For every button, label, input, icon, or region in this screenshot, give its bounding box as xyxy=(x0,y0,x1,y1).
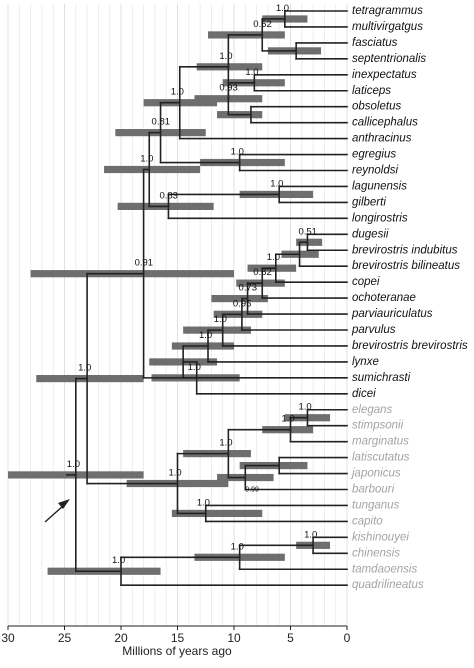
tip-reynoldsi: reynoldsi xyxy=(352,165,398,177)
tip-kishinouyei: kishinouyei xyxy=(352,531,409,543)
tip-septentrionalis: septentrionalis xyxy=(352,53,426,65)
support-n_newworld: 1.0 xyxy=(78,363,91,374)
support-n_grpA1: 1.0 xyxy=(219,51,232,62)
support-n_brev2: 1.0 xyxy=(267,252,280,263)
tip-capito: capito xyxy=(352,515,383,527)
tick-label: 30 xyxy=(1,631,15,645)
tip-inexpectatus: inexpectatus xyxy=(352,69,417,81)
tip-brevirostris-bilineatus: brevirostris bilineatus xyxy=(352,260,460,272)
hpd-bar-n_brev4 xyxy=(211,294,268,303)
tip-brevirostris-brevirostris: brevirostris brevirostris xyxy=(352,340,468,352)
support-n_il_oc: 0.93 xyxy=(219,83,238,94)
tip-chinensis: chinensis xyxy=(352,547,400,559)
tip-longirostris: longirostris xyxy=(352,212,408,224)
support-n_north: 1.0 xyxy=(140,154,153,165)
tick-label: 10 xyxy=(227,631,241,645)
support-n_brev3: 0.82 xyxy=(253,267,272,278)
support-n_americas: 0.91 xyxy=(135,258,154,269)
support-n_tun_cap: 1.0 xyxy=(197,497,210,508)
support-n_ljb: 0.99 xyxy=(245,487,259,494)
support-values: 1.00.521.00.931.01.01.00.811.00.831.00.5… xyxy=(67,3,318,566)
tip-callicephalus: callicephalus xyxy=(352,117,418,129)
tip-parviauriculatus: parviauriculatus xyxy=(351,308,433,320)
support-n_central: 1.0 xyxy=(188,362,201,373)
support-n_esm: 1.0 xyxy=(282,414,295,425)
tip-brevirostris-indubitus: brevirostris indubitus xyxy=(352,244,458,256)
hpd-bar-n_tun_cap xyxy=(171,509,263,518)
tip-elegans: elegans xyxy=(352,404,393,416)
tip-tamdaoensis: tamdaoensis xyxy=(352,563,417,575)
support-n_brev7: 1.0 xyxy=(199,330,212,341)
tip-sumichrasti: sumichrasti xyxy=(352,372,411,384)
root-arrow-icon xyxy=(44,505,64,523)
hpd-bar-n_newworld xyxy=(36,375,144,383)
tip-dugesii: dugesii xyxy=(352,228,389,240)
support-n_egr_rey: 1.0 xyxy=(231,147,244,158)
support-n_lag_gil: 1.0 xyxy=(270,178,283,189)
support-n_kis_chi: 1.0 xyxy=(304,529,317,540)
tip-latiscutatus: latiscutatus xyxy=(352,452,410,464)
tip-marginatus: marginatus xyxy=(352,436,409,448)
tip-multivirgatgus: multivirgatgus xyxy=(352,21,423,33)
tip-fasciatus: fasciatus xyxy=(352,37,398,49)
support-n_brev6: 1.0 xyxy=(214,314,227,325)
hpd-bar-n_egr_rey xyxy=(200,158,285,167)
tip-obsoletus: obsoletus xyxy=(352,101,401,113)
support-n_dug_ind: 0.51 xyxy=(298,226,317,237)
time-axis: 30 25 20 15 10 5 0 xyxy=(1,625,351,645)
tip-labels: tetragrammus multivirgatgus fasciatus septe… xyxy=(350,5,468,591)
tip-japonicus: japonicus xyxy=(350,468,401,480)
tip-dicei: dicei xyxy=(352,388,376,400)
tip-lynxe: lynxe xyxy=(352,356,379,368)
support-n_tet_mul: 1.0 xyxy=(276,3,289,14)
tick-label: 15 xyxy=(171,631,185,645)
support-n_grpB: 0.81 xyxy=(152,117,171,128)
support-n_grpA: 1.0 xyxy=(171,87,184,98)
support-n_root: 1.0 xyxy=(67,459,80,470)
support-n_tm_fs: 0.52 xyxy=(253,19,272,30)
axis-title: Millions of years ago xyxy=(122,644,232,658)
support-n_japan: 1.0 xyxy=(219,438,232,449)
hpd-bar-n_grpA1 xyxy=(196,63,263,71)
tip-barbouri: barbouri xyxy=(352,484,395,496)
hpd-bars xyxy=(8,15,331,575)
tip-quadrilineatus: quadrilineatus xyxy=(352,579,424,591)
root-arrow-head-icon xyxy=(58,499,70,509)
hpd-bar-n_north xyxy=(104,165,201,174)
tick-label: 20 xyxy=(114,631,128,645)
hpd-bar-n_dug_ind xyxy=(296,238,323,246)
support-n_brev4: 0.73 xyxy=(239,283,258,294)
support-n_grpC: 0.83 xyxy=(159,190,178,201)
tip-tunganus: tunganus xyxy=(352,499,400,511)
tip-lagunensis: lagunensis xyxy=(352,180,407,192)
support-n_asia: 1.0 xyxy=(169,468,182,479)
tree-branches xyxy=(65,10,348,587)
support-n_ele_sti: 1.0 xyxy=(298,402,311,413)
tip-egregius: egregius xyxy=(352,149,396,161)
tip-anthracinus: anthracinus xyxy=(352,133,412,145)
tick-label: 25 xyxy=(58,631,72,645)
tip-tetragrammus: tetragrammus xyxy=(352,5,423,17)
tip-parvulus: parvulus xyxy=(351,324,396,336)
support-n_south: 1.0 xyxy=(112,555,125,566)
tip-laticeps: laticeps xyxy=(352,85,391,97)
tip-stimpsonii: stimpsonii xyxy=(352,420,404,432)
tip-copei: copei xyxy=(352,276,380,288)
support-n_brev5: 0.95 xyxy=(233,298,252,309)
tip-gilberti: gilberti xyxy=(352,196,386,208)
tick-label: 0 xyxy=(344,631,351,645)
support-n_ine_lat: 1.0 xyxy=(245,67,258,78)
support-n_kct: 1.0 xyxy=(231,541,244,552)
tip-ochoteranae: ochoteranae xyxy=(352,292,416,304)
tick-label: 5 xyxy=(287,631,294,645)
root-arrow xyxy=(44,499,70,523)
